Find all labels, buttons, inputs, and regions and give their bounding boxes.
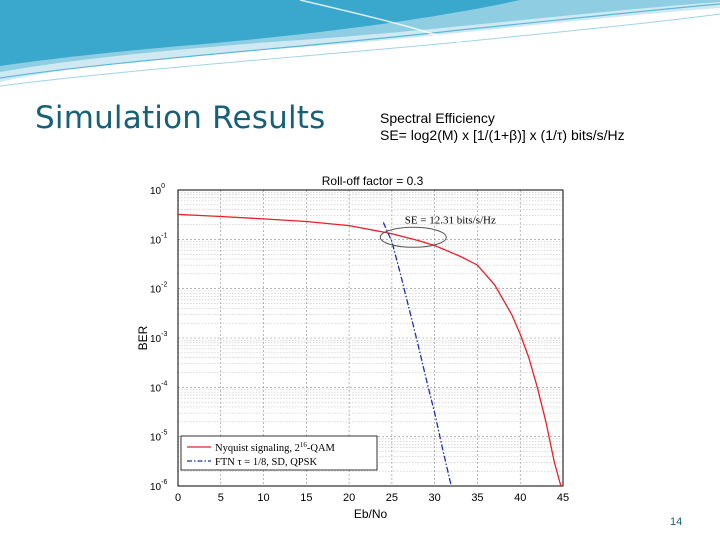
series-line-2 bbox=[382, 222, 452, 486]
annotation-ellipse bbox=[379, 226, 447, 248]
ber-chart-svg: 0 5 10 15 20 25 30 35 40 45 100 10-1 10-2 10-3 10-4 10-… bbox=[136, 174, 569, 521]
x-tick-label: 35 bbox=[471, 492, 483, 504]
x-tick-label: 20 bbox=[343, 492, 355, 504]
y-tick-label: 10-3 bbox=[150, 331, 167, 345]
plot-frame bbox=[177, 189, 564, 487]
y-axis-label: BER bbox=[136, 325, 150, 350]
x-tick-label: 15 bbox=[300, 492, 312, 504]
header-swoosh-decoration bbox=[0, 0, 720, 87]
series-line-1 bbox=[178, 213, 562, 486]
x-tick-label: 45 bbox=[557, 492, 569, 504]
y-tick-label: 10-4 bbox=[150, 380, 167, 394]
legend-label-2: FTN τ = 1/8, SD, QPSK bbox=[215, 457, 317, 468]
legend-label-1: Nyquist signaling, 216-QAM bbox=[215, 441, 336, 454]
y-tick-label: 10-2 bbox=[150, 282, 167, 296]
y-tick-label: 10-1 bbox=[150, 232, 167, 246]
spectral-efficiency-heading: Spectral Efficiency bbox=[380, 110, 495, 126]
ber-chart: 0 5 10 15 20 25 30 35 40 45 100 10-1 10-2 10-3 10-4 10-… bbox=[113, 168, 605, 523]
x-axis-label: Eb/No bbox=[354, 507, 388, 521]
slide-number: 14 bbox=[670, 516, 683, 528]
y-tick-label: 10-5 bbox=[150, 430, 167, 444]
spectral-efficiency-formula: SE= log2(M) x [1/(1+β)] x (1/τ) bits/s/H… bbox=[380, 127, 625, 143]
x-tick-label: 40 bbox=[514, 492, 526, 504]
x-tick-label: 10 bbox=[257, 492, 269, 504]
x-tick-label: 0 bbox=[175, 492, 181, 504]
legend-box bbox=[180, 435, 378, 471]
plot-series bbox=[178, 213, 562, 486]
slide-title: Simulation Results bbox=[35, 100, 326, 136]
annotation-label: SE = 12.31 bits/s/Hz bbox=[405, 215, 496, 227]
y-tick-label: 10-6 bbox=[150, 479, 167, 493]
x-tick-label: 30 bbox=[429, 492, 441, 504]
legend: Nyquist signaling, 216-QAM FTN τ = 1/8, S… bbox=[180, 435, 378, 471]
chart-title: Roll-off factor = 0.3 bbox=[322, 174, 424, 188]
spectral-efficiency-text: Spectral Efficiency SE= log2(M) x [1/(1+… bbox=[380, 110, 625, 144]
x-tick-label: 25 bbox=[386, 492, 398, 504]
x-tick-label: 5 bbox=[218, 492, 224, 504]
y-tick-label: 100 bbox=[150, 183, 165, 197]
